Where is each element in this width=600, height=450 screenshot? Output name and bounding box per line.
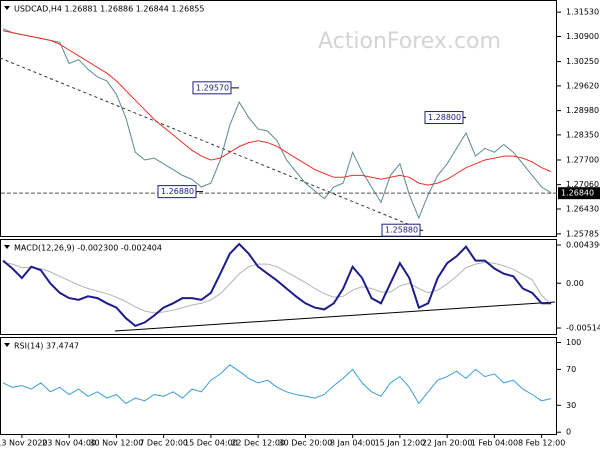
price-panel: [0, 0, 557, 237]
annotation-box: [157, 185, 197, 199]
x-tick-label: 7 Dec 20:00: [139, 439, 188, 448]
x-tick-label: 30 Dec 20:00: [278, 439, 332, 448]
panel-title: USDCAD,H4 1.26881 1.26886 1.26844 1.2685…: [14, 5, 204, 14]
y-tick-label: 1.28980: [566, 106, 599, 115]
y-tick-label: 100: [566, 338, 581, 347]
annotation-box: [381, 223, 421, 237]
y-tick-label: 0.004396: [566, 240, 600, 249]
series-line: [2, 242, 552, 328]
y-tick-label: 0: [566, 428, 571, 437]
series-line: [2, 261, 552, 314]
macd-trend-line: [114, 301, 556, 332]
y-tick-label: 1.31530: [566, 8, 599, 17]
y-tick-label: 30: [566, 401, 576, 410]
y-tick-label: 1.30250: [566, 57, 599, 66]
x-tick-label: 15 Jan 12:00: [375, 439, 426, 448]
y-tick-label: 70: [566, 365, 576, 374]
series-line: [2, 364, 552, 405]
rsi-panel: [0, 337, 557, 435]
x-tick-label: 8 Jan 04:00: [330, 439, 376, 448]
y-tick-label: 1.25785: [566, 229, 599, 238]
x-tick-label: 22 Jan 20:00: [422, 439, 473, 448]
annotation-label: 1.28800: [428, 113, 461, 122]
title-icon: [4, 245, 10, 249]
x-tick-label: 1 Feb 04:00: [471, 439, 518, 448]
x-tick-label: 8 Feb 12:00: [518, 439, 565, 448]
title-icon: [4, 343, 10, 347]
title-icon: [4, 6, 10, 10]
x-tick-label: 30 Nov 12:00: [89, 439, 143, 448]
watermark: ActionForex.com: [318, 29, 501, 54]
last-price-box: [558, 187, 600, 200]
y-tick-label: 1.29620: [566, 81, 599, 90]
y-tick-label: -0.005144: [566, 324, 600, 333]
panel-title: RSI(14) 37.4747: [14, 342, 79, 351]
macd-panel: [0, 239, 557, 335]
x-tick-label: 22 Dec 12:00: [231, 439, 285, 448]
y-tick-label: 1.27700: [566, 155, 599, 164]
x-tick-label: 15 Dec 04:00: [184, 439, 238, 448]
y-tick-label: 1.26430: [566, 204, 599, 213]
annotation-label: 1.25880: [385, 226, 418, 235]
y-tick-label: 1.30900: [566, 32, 599, 41]
annotation-label: 1.26880: [161, 187, 194, 196]
y-tick-label: 1.28350: [566, 130, 599, 139]
panel-title: MACD(12,26,9) -0.002300 -0.002404: [14, 244, 162, 253]
series-line: [2, 28, 552, 220]
x-tick-label: 13 Nov 2020: [0, 439, 48, 448]
annotation-box: [424, 111, 464, 125]
x-tick-label: 23 Nov 04:00: [42, 439, 96, 448]
annotation-label: 1.29570: [196, 83, 229, 92]
y-tick-label: 1.27060: [566, 180, 599, 189]
annotation-box: [192, 81, 232, 95]
series-line: [2, 30, 552, 186]
y-tick-label: 0.00: [566, 279, 584, 288]
last-price-label: 1.26840: [561, 189, 594, 198]
